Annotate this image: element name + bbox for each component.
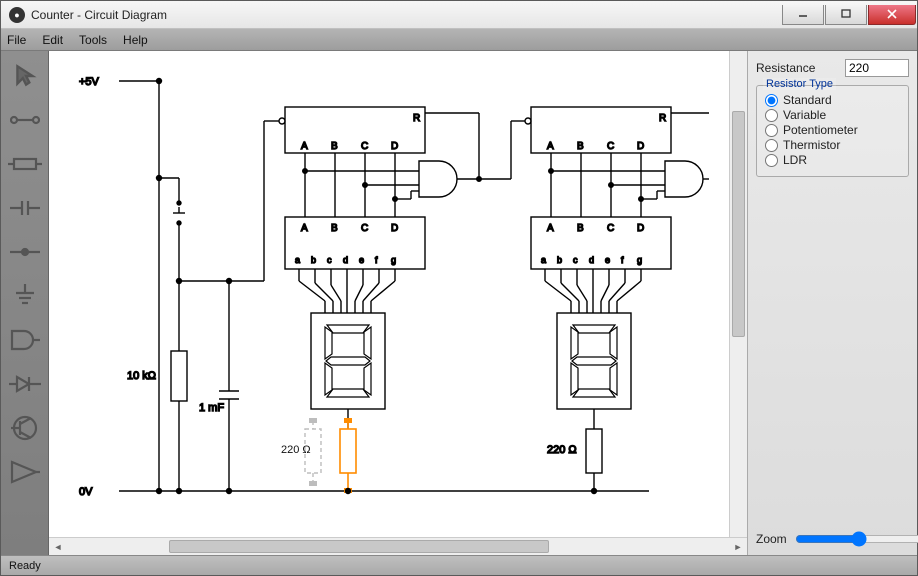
- menubar: File Edit Tools Help: [1, 29, 917, 51]
- resistor-type-group: Resistor Type StandardVariablePotentiome…: [756, 85, 909, 177]
- app-icon: ●: [9, 7, 25, 23]
- svg-text:d: d: [343, 255, 348, 265]
- maximize-button[interactable]: [825, 5, 867, 25]
- menu-edit[interactable]: Edit: [42, 33, 63, 47]
- horizontal-scrollbar[interactable]: ◄ ►: [49, 537, 747, 555]
- group-legend: Resistor Type: [763, 78, 836, 90]
- tool-junction[interactable]: [6, 233, 44, 271]
- tool-capacitor[interactable]: [6, 189, 44, 227]
- toolbox: [1, 51, 49, 555]
- close-button[interactable]: [868, 5, 916, 25]
- svg-text:f: f: [621, 255, 624, 265]
- menu-help[interactable]: Help: [123, 33, 148, 47]
- tool-transistor[interactable]: [6, 409, 44, 447]
- resistor-type-label: Potentiometer: [783, 123, 858, 137]
- chip1-reset: R: [413, 113, 420, 124]
- resistor-type-label: Thermistor: [783, 138, 840, 152]
- resistance-label: Resistance: [756, 61, 845, 75]
- resistor-type-option[interactable]: Potentiometer: [765, 123, 900, 137]
- svg-text:b: b: [311, 255, 316, 265]
- resistor-type-label: LDR: [783, 153, 807, 167]
- tool-resistor[interactable]: [6, 145, 44, 183]
- zoom-label: Zoom: [756, 532, 787, 546]
- svg-text:D: D: [637, 223, 644, 234]
- resistor-type-radio[interactable]: [765, 124, 778, 137]
- c1-label: 1 mF: [199, 402, 224, 414]
- svg-text:e: e: [605, 255, 610, 265]
- svg-text:f: f: [375, 255, 378, 265]
- svg-text:D: D: [391, 223, 398, 234]
- resistor-type-radio[interactable]: [765, 94, 778, 107]
- svg-text:b: b: [557, 255, 562, 265]
- svg-text:B: B: [577, 223, 584, 234]
- resistor-type-option[interactable]: LDR: [765, 153, 900, 167]
- svg-text:D: D: [391, 141, 398, 152]
- svg-text:C: C: [607, 223, 614, 234]
- resistor-type-radio[interactable]: [765, 139, 778, 152]
- svg-text:g: g: [391, 255, 396, 265]
- resistor-type-label: Standard: [783, 93, 832, 107]
- svg-text:a: a: [541, 255, 546, 265]
- svg-text:d: d: [589, 255, 594, 265]
- resistor-type-option[interactable]: Standard: [765, 93, 900, 107]
- rail-pos-label: +5V: [79, 76, 100, 88]
- minimize-button[interactable]: [782, 5, 824, 25]
- resistor-type-option[interactable]: Variable: [765, 108, 900, 122]
- vertical-scrollbar[interactable]: [729, 51, 747, 537]
- tool-wire[interactable]: [6, 101, 44, 139]
- svg-text:C: C: [361, 141, 368, 152]
- canvas-area: +5V 0V: [49, 51, 747, 555]
- rail-gnd-label: 0V: [79, 486, 93, 498]
- status-text: Ready: [9, 560, 41, 572]
- tool-opamp[interactable]: [6, 453, 44, 491]
- properties-panel: Resistance Resistor Type StandardVariabl…: [747, 51, 917, 555]
- svg-text:A: A: [547, 223, 554, 234]
- svg-text:C: C: [607, 141, 614, 152]
- r1-label: 10 kΩ: [127, 370, 156, 382]
- svg-text:R: R: [659, 113, 666, 124]
- menu-tools[interactable]: Tools: [79, 33, 107, 47]
- titlebar: ● Counter - Circuit Diagram: [1, 1, 917, 29]
- svg-text:g: g: [637, 255, 642, 265]
- tool-ground[interactable]: [6, 277, 44, 315]
- svg-text:A: A: [547, 141, 554, 152]
- window-title: Counter - Circuit Diagram: [31, 8, 167, 22]
- svg-text:e: e: [359, 255, 364, 265]
- svg-text:B: B: [331, 223, 338, 234]
- menu-file[interactable]: File: [7, 33, 26, 47]
- svg-text:A: A: [301, 223, 308, 234]
- r3-label: 220 Ω: [547, 444, 577, 456]
- svg-text:A: A: [301, 141, 308, 152]
- svg-text:c: c: [573, 255, 578, 265]
- svg-text:D: D: [637, 141, 644, 152]
- svg-text:c: c: [327, 255, 332, 265]
- resistor-type-radio[interactable]: [765, 109, 778, 122]
- app-window: ● Counter - Circuit Diagram File Edit To…: [0, 0, 918, 576]
- svg-text:B: B: [331, 141, 338, 152]
- resistor-type-label: Variable: [783, 108, 826, 122]
- svg-text:B: B: [577, 141, 584, 152]
- r2-label: 220 Ω: [281, 444, 311, 456]
- tool-diode[interactable]: [6, 365, 44, 403]
- svg-text:a: a: [295, 255, 300, 265]
- zoom-slider[interactable]: [795, 531, 918, 547]
- tool-and-gate[interactable]: [6, 321, 44, 359]
- canvas[interactable]: +5V 0V: [49, 51, 729, 537]
- statusbar: Ready: [1, 555, 917, 575]
- resistor-type-option[interactable]: Thermistor: [765, 138, 900, 152]
- tool-pointer[interactable]: [6, 57, 44, 95]
- resistance-input[interactable]: [845, 59, 909, 77]
- svg-text:C: C: [361, 223, 368, 234]
- resistor-type-radio[interactable]: [765, 154, 778, 167]
